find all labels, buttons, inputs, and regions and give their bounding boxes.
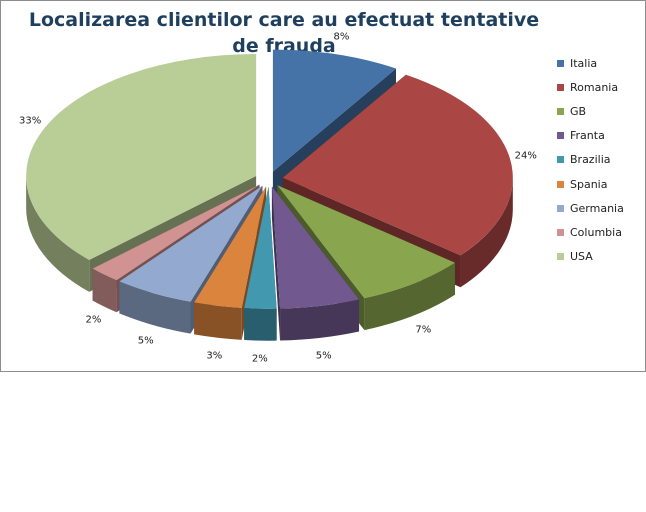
slice-side [194, 302, 242, 340]
legend: Italia Romania GB Franta Brazilia Spania Germa… [557, 51, 624, 269]
legend-swatch [557, 132, 564, 140]
legend-item-germania: Germania [557, 196, 624, 220]
legend-label: Germania [570, 201, 624, 215]
slice-top [244, 186, 277, 309]
data-label-spania: 3% [206, 350, 223, 362]
data-label-gb: 7% [415, 324, 432, 336]
legend-label: GB [570, 104, 587, 118]
slice-wall [271, 186, 281, 341]
pie-slice-brazilia [244, 186, 277, 341]
slice-side [280, 299, 360, 341]
legend-item-brazilia: Brazilia [557, 148, 624, 172]
slice-top [271, 186, 360, 309]
slice-top [26, 53, 257, 260]
legend-label: USA [570, 250, 593, 264]
legend-swatch [557, 83, 564, 91]
data-label-franta: 5% [315, 350, 332, 362]
slice-side [364, 262, 455, 331]
legend-swatch [557, 204, 564, 212]
data-label-italia: 8% [333, 31, 350, 43]
legend-item-spania: Spania [557, 172, 624, 196]
legend-label: Spania [570, 177, 608, 191]
slice-side [26, 175, 90, 292]
legend-label: Brazilia [570, 153, 611, 167]
slice-side [244, 308, 277, 341]
slice-top [92, 184, 260, 281]
data-label-brazilia: 2% [251, 353, 268, 365]
chart-area: Localizarea clientilor care au efectuat … [0, 0, 646, 372]
legend-label: Columbia [570, 225, 622, 239]
slice-side [119, 281, 191, 334]
legend-swatch [557, 253, 564, 261]
slice-top [119, 185, 263, 302]
legend-label: Franta [570, 129, 605, 143]
data-label-germania: 5% [137, 335, 154, 347]
legend-swatch [557, 228, 564, 236]
pie-chart [26, 49, 513, 341]
legend-item-italia: Italia [557, 51, 624, 75]
legend-swatch [557, 180, 564, 188]
slice-top [282, 74, 513, 256]
slice-top [277, 185, 455, 299]
legend-swatch [557, 59, 564, 67]
legend-item-columbia: Columbia [557, 220, 624, 244]
legend-item-franta: Franta [557, 124, 624, 148]
legend-item-gb: GB [557, 99, 624, 123]
legend-label: Romania [570, 80, 619, 94]
slice-top [272, 49, 397, 172]
data-label-columbia: 2% [85, 314, 102, 326]
slice-side [92, 268, 117, 313]
legend-swatch [557, 107, 564, 115]
data-label-usa: 33% [19, 115, 42, 127]
slice-side [460, 177, 513, 288]
pie-slice-franta [271, 186, 360, 341]
legend-item-romania: Romania [557, 75, 624, 99]
legend-item-usa: USA [557, 245, 624, 269]
legend-label: Italia [570, 56, 598, 70]
legend-swatch [557, 156, 564, 164]
data-label-romania: 24% [514, 150, 537, 162]
slice-top [194, 186, 267, 308]
